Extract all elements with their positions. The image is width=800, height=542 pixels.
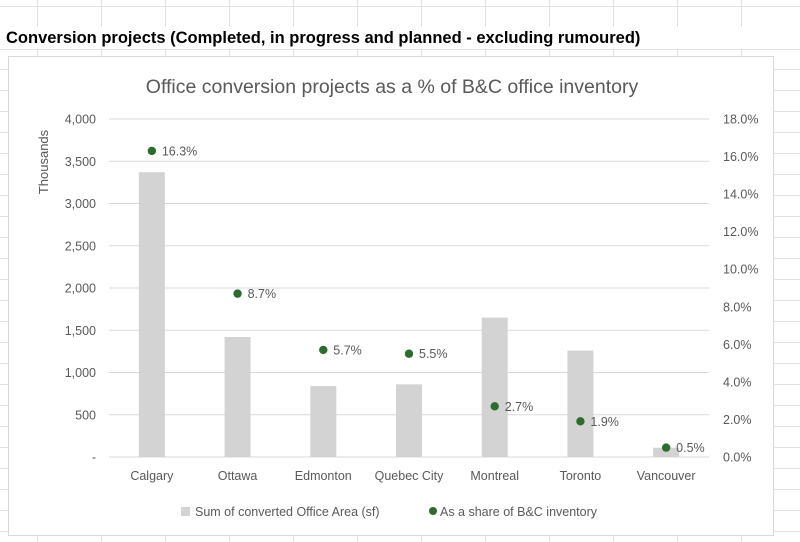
bar: [567, 350, 594, 457]
left-tick-label: 500: [75, 408, 96, 422]
right-tick-label: 12.0%: [723, 225, 758, 239]
marker-point: [319, 345, 328, 355]
x-tick-label: Calgary: [130, 469, 174, 483]
left-tick-label: 2,500: [65, 239, 96, 253]
chart-area[interactable]: Office conversion projects as a % of B&C…: [8, 56, 774, 536]
combo-chart: Office conversion projects as a % of B&C…: [36, 76, 758, 519]
x-tick-label: Vancouver: [637, 469, 696, 483]
right-tick-label: 8.0%: [723, 300, 752, 314]
right-tick-label: 6.0%: [723, 338, 752, 352]
marker-point: [490, 402, 499, 411]
marker-data-label: 8.7%: [248, 287, 276, 301]
legend-swatch-bar: [181, 507, 190, 516]
x-tick-label: Ottawa: [218, 469, 258, 483]
bar: [310, 386, 337, 457]
marker-point: [147, 146, 157, 156]
bar: [396, 384, 422, 457]
legend-label-marker: As a share of B&C inventory: [440, 505, 598, 519]
bar: [138, 172, 165, 458]
left-tick-label: 2,000: [65, 282, 96, 296]
x-tick-label: Quebec City: [375, 469, 445, 483]
right-tick-label: 10.0%: [723, 263, 758, 277]
left-tick-label: 3,500: [65, 155, 96, 169]
marker-data-label: 2.7%: [505, 400, 534, 414]
bar: [224, 337, 251, 457]
right-tick-label: 16.0%: [723, 150, 758, 164]
sheet-header-row[interactable]: Conversion projects (Completed, in progr…: [0, 27, 800, 50]
legend-swatch-marker: [429, 507, 437, 515]
left-tick-label: 3,000: [65, 197, 96, 211]
x-tick-label: Toronto: [560, 469, 602, 483]
marker-data-label: 0.5%: [676, 441, 705, 455]
right-tick-label: 2.0%: [723, 413, 752, 427]
chart-title: Office conversion projects as a % of B&C…: [146, 76, 639, 98]
y-axis-label: Thousands: [36, 129, 51, 194]
right-axis-ticks: 0.0% 2.0% 4.0% 6.0% 8.0% 10.0% 12.0% 14.0% 16.0%…: [723, 113, 758, 465]
bar: [481, 317, 508, 457]
left-tick-label: -: [92, 451, 96, 465]
sheet-header-text: Conversion projects (Completed, in progr…: [6, 29, 641, 47]
marker-series: 16.3% 8.7% 5.7% 5.5% 2.7% 1.9% 0.5%: [147, 144, 705, 455]
legend-label-bar: Sum of converted Office Area (sf): [195, 505, 380, 519]
marker-data-label: 1.9%: [590, 415, 619, 429]
marker-data-label: 5.7%: [333, 343, 362, 357]
marker-data-label: 16.3%: [162, 144, 197, 158]
marker-point: [576, 417, 585, 426]
legend: Sum of converted Office Area (sf) As a s…: [181, 505, 598, 519]
marker-data-label: 5.5%: [419, 347, 448, 361]
x-axis-ticks: Calgary Ottawa Edmonton Quebec City Montreal…: [130, 469, 695, 483]
x-tick-label: Edmonton: [295, 469, 352, 483]
right-tick-label: 14.0%: [723, 188, 758, 202]
left-tick-label: 1,500: [65, 324, 96, 338]
marker-point: [233, 289, 242, 298]
marker-point: [661, 443, 671, 452]
left-axis-ticks: - 500 1,000 1,500 2,000 2,500 3,000 3,500 4,000: [65, 113, 96, 465]
marker-point: [404, 349, 414, 358]
left-tick-label: 4,000: [65, 113, 96, 127]
x-tick-label: Montreal: [470, 469, 519, 483]
right-tick-label: 0.0%: [723, 451, 752, 465]
bar-series: [138, 172, 680, 458]
bar: [653, 447, 680, 457]
left-tick-label: 1,000: [65, 366, 96, 380]
right-tick-label: 4.0%: [723, 375, 752, 389]
right-tick-label: 18.0%: [723, 113, 758, 127]
